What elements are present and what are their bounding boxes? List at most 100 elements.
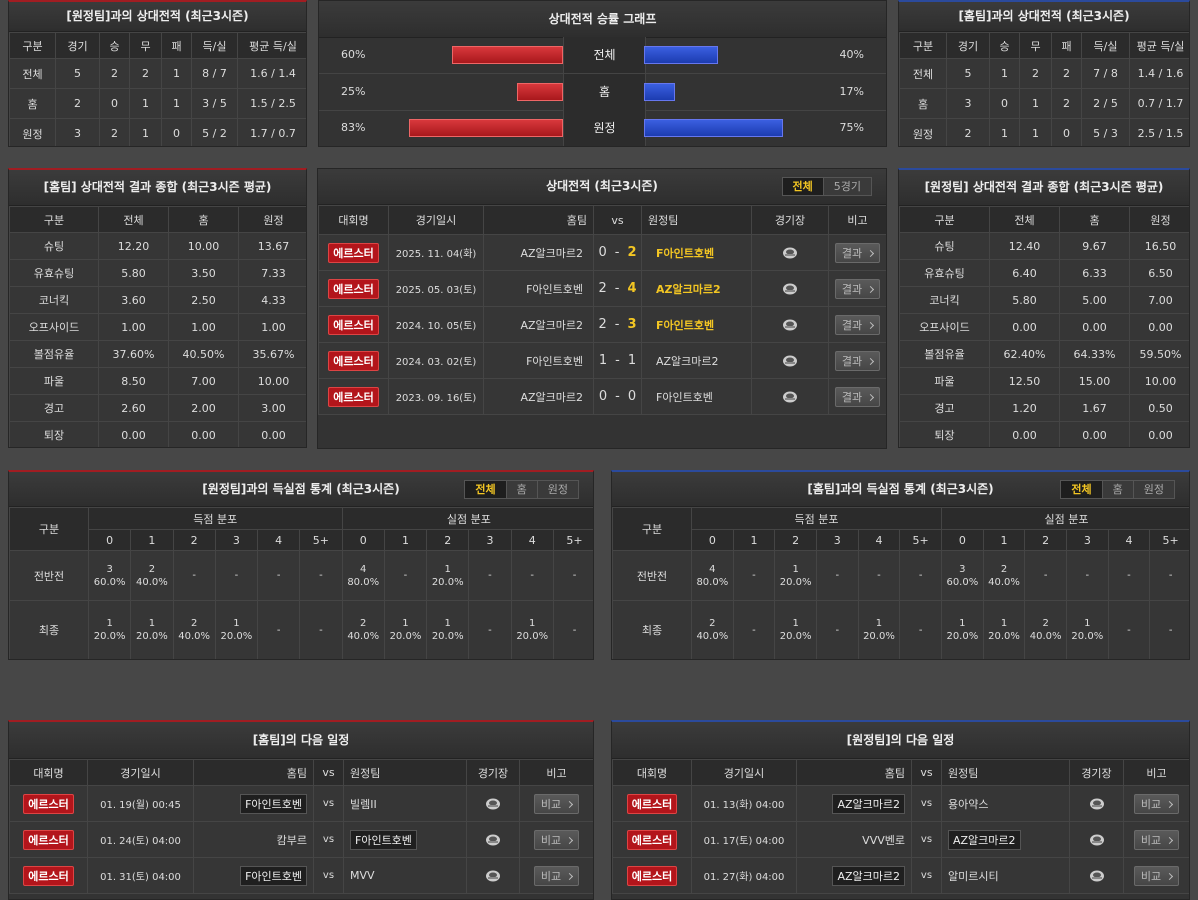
table-cell: 파울 bbox=[899, 367, 990, 395]
league-cell: 에르스터 bbox=[9, 785, 88, 822]
stadium-cell bbox=[751, 306, 829, 343]
goal-count: 2 bbox=[190, 618, 198, 629]
header-cell: 구분 bbox=[9, 507, 89, 551]
goals-cell: - bbox=[552, 600, 593, 659]
away-team: 빌렘II bbox=[350, 797, 377, 811]
table-cell: 12.40 bbox=[989, 232, 1060, 260]
table-cell: 2 bbox=[99, 118, 130, 146]
result-button[interactable]: 결과 bbox=[834, 278, 881, 299]
compare-button[interactable]: 비교 bbox=[1133, 793, 1180, 814]
result-button[interactable]: 결과 bbox=[834, 314, 881, 335]
goals-cell: - bbox=[1149, 600, 1189, 659]
goals-cell: - bbox=[1024, 550, 1067, 601]
table-row: 코너킥 3.60 2.50 4.33 bbox=[9, 286, 306, 314]
compare-button[interactable]: 비교 bbox=[533, 793, 580, 814]
tab[interactable]: 홈 bbox=[1101, 481, 1133, 498]
stadium-cell bbox=[1069, 821, 1124, 858]
bin-header: 1 bbox=[383, 529, 428, 551]
result-button[interactable]: 결과 bbox=[834, 242, 881, 263]
tab[interactable]: 전체 bbox=[782, 178, 823, 195]
tab[interactable]: 5경기 bbox=[822, 178, 871, 195]
goal-count: 2 bbox=[1042, 618, 1049, 629]
away-score: 4 bbox=[627, 281, 637, 296]
goals-cell: - bbox=[214, 550, 259, 601]
table-cell: 유효슈팅 bbox=[9, 259, 99, 287]
graph-row: 25% 홈 17% bbox=[319, 73, 886, 111]
bin-header: 3 bbox=[468, 529, 512, 551]
tab[interactable]: 원정 bbox=[536, 481, 578, 498]
button-cell: 비교 bbox=[1123, 785, 1189, 822]
date-cell: 01. 13(화) 04:00 bbox=[691, 785, 797, 822]
table-cell: 1.00 bbox=[168, 313, 239, 341]
goals-cell: - bbox=[732, 550, 776, 601]
goal-empty: - bbox=[1168, 624, 1173, 636]
stadium-icon bbox=[783, 391, 797, 402]
table-cell: 0.00 bbox=[1129, 313, 1189, 341]
header-cell: 득/실 bbox=[1081, 32, 1130, 59]
bin-header: 3 bbox=[214, 529, 259, 551]
goals-cell: - bbox=[1065, 550, 1109, 601]
tab[interactable]: 홈 bbox=[505, 481, 537, 498]
date-cell: 01. 24(토) 04:00 bbox=[87, 821, 194, 858]
compare-button[interactable]: 비교 bbox=[533, 829, 580, 850]
vs-cell: vs bbox=[313, 821, 344, 858]
compare-button[interactable]: 비교 bbox=[533, 865, 580, 886]
table-cell: 슈팅 bbox=[899, 232, 990, 260]
goal-pct: 20.0% bbox=[431, 631, 464, 642]
result-button[interactable]: 결과 bbox=[834, 350, 881, 371]
away-team: 알미르시티 bbox=[948, 869, 999, 883]
goals-cell: 2 40.0% bbox=[172, 600, 216, 659]
row-label: 최종 bbox=[9, 600, 89, 659]
table-cell: 0.00 bbox=[989, 313, 1060, 341]
goals-row: 최종 2 40.0% - 1 20.0% - 1 20.0% - 1 20.0% 1 20.0% 2 40.0… bbox=[612, 600, 1189, 659]
table-cell: 1 bbox=[129, 88, 162, 119]
schedule-table: 대회명 경기일시 홈팀 vs 원정팀 경기장 비고 에르스터 01. 13(화) 04:00 AZ… bbox=[612, 759, 1189, 894]
compare-button[interactable]: 비교 bbox=[1133, 829, 1180, 850]
table-cell: 5.80 bbox=[989, 286, 1060, 314]
row-label: 홈 bbox=[563, 73, 646, 110]
header-cell: 비고 bbox=[1123, 759, 1189, 786]
goal-count: 1 bbox=[106, 618, 113, 629]
goal-count: 4 bbox=[709, 563, 716, 575]
home-team: AZ알크마르2 bbox=[483, 234, 594, 271]
tab[interactable]: 전체 bbox=[1061, 481, 1102, 498]
goals-cell: - bbox=[468, 600, 512, 659]
goals-cell: - bbox=[899, 550, 943, 601]
league-cell: 에르스터 bbox=[318, 378, 389, 415]
header-cell: 구분 bbox=[9, 206, 99, 233]
table-cell: 9.67 bbox=[1059, 232, 1130, 260]
compare-button[interactable]: 비교 bbox=[1133, 865, 1180, 886]
vs-cell: vs bbox=[911, 785, 942, 822]
table-cell: 0.00 bbox=[989, 421, 1060, 447]
goals-cell: 1 20.0% bbox=[774, 550, 817, 601]
home-team: AZ알크마르2 bbox=[832, 793, 905, 814]
header-cell: 경기장 bbox=[751, 205, 829, 235]
away-cell: 용아약스 bbox=[941, 785, 1070, 822]
score-separator: - bbox=[614, 317, 620, 332]
bin-header: 4 bbox=[1107, 529, 1151, 551]
result-button[interactable]: 결과 bbox=[834, 386, 881, 407]
score-separator: - bbox=[614, 281, 620, 296]
table-cell: 2 bbox=[99, 58, 130, 89]
table-cell: 원정 bbox=[899, 118, 947, 146]
table-cell: 5.80 bbox=[98, 259, 169, 287]
header-cell: 무 bbox=[1019, 32, 1052, 59]
bin-header: 5+ bbox=[899, 529, 943, 551]
home-team: VVV벤로 bbox=[862, 833, 905, 847]
panel-title: [원정팀]의 다음 일정 bbox=[612, 722, 1189, 759]
header-cell: 패 bbox=[161, 32, 192, 59]
tab[interactable]: 원정 bbox=[1132, 481, 1174, 498]
bin-header: 2 bbox=[1024, 529, 1067, 551]
table-row: 전체 5 1 2 2 7 / 8 1.4 / 1.6 bbox=[899, 58, 1189, 89]
table-cell: 59.50% bbox=[1129, 340, 1189, 368]
table-cell: 유효슈팅 bbox=[899, 259, 990, 287]
table-cell: 0.00 bbox=[168, 421, 239, 447]
header-cell: 원정 bbox=[1129, 206, 1189, 233]
table-cell: 5.00 bbox=[1059, 286, 1130, 314]
tab[interactable]: 전체 bbox=[465, 481, 506, 498]
table-row: 파울 8.50 7.00 10.00 bbox=[9, 367, 306, 395]
button-cell: 비교 bbox=[1123, 821, 1189, 858]
table-cell: 오프사이드 bbox=[899, 313, 990, 341]
table-cell: 1.5 / 2.5 bbox=[237, 88, 306, 119]
tabs: 전체 홈 원정 bbox=[1060, 480, 1175, 499]
